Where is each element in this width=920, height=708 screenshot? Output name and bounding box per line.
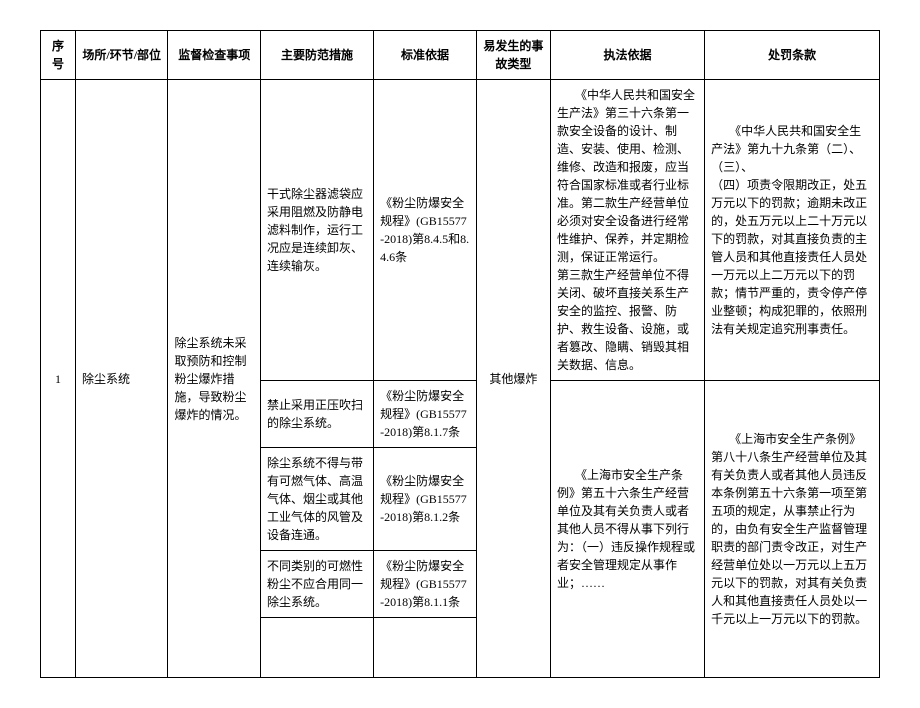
header-row: 序号 场所/环节/部位 监督检查事项 主要防范措施 标准依据 易发生的事故类型 …: [41, 31, 880, 80]
cell-std-2: 《粉尘防爆安全规程》(GB15577-2018)第8.1.7条: [374, 381, 477, 448]
cell-measure-3: 除尘系统不得与带有可燃气体、高温气体、烟尘或其他工业气体的风管及设备连通。: [261, 448, 374, 551]
cell-empty-std: [374, 618, 477, 678]
col-acc: 易发生的事故类型: [476, 31, 550, 80]
cell-std-3: 《粉尘防爆安全规程》(GB15577-2018)第8.1.2条: [374, 448, 477, 551]
col-pun: 处罚条款: [705, 31, 880, 80]
table-row: 1 除尘系统 除尘系统未采取预防和控制粉尘爆炸措施，导致粉尘爆炸的情况。 干式除…: [41, 80, 880, 381]
col-law: 执法依据: [550, 31, 704, 80]
col-std: 标准依据: [374, 31, 477, 80]
cell-pun-2: 《上海市安全生产条例》第八十八条生产经营单位及其有关负责人或者其他人员违反本条例…: [705, 381, 880, 678]
cell-law-1: 《中华人民共和国安全生产法》第三十六条第一款安全设备的设计、制造、安装、使用、检…: [550, 80, 704, 381]
cell-std-4: 《粉尘防爆安全规程》(GB15577-2018)第8.1.1条: [374, 551, 477, 618]
cell-empty-measure: [261, 618, 374, 678]
cell-measure-4: 不同类别的可燃性粉尘不应合用同一除尘系统。: [261, 551, 374, 618]
cell-place: 除尘系统: [75, 80, 168, 678]
cell-acc: 其他爆炸: [476, 80, 550, 678]
col-seq: 序号: [41, 31, 76, 80]
col-place: 场所/环节/部位: [75, 31, 168, 80]
cell-measure-1: 干式除尘器滤袋应采用阻燃及防静电滤料制作，运行工况应是连续卸灰、连续输灰。: [261, 80, 374, 381]
cell-measure-2: 禁止采用正压吹扫的除尘系统。: [261, 381, 374, 448]
cell-item: 除尘系统未采取预防和控制粉尘爆炸措施，导致粉尘爆炸的情况。: [168, 80, 261, 678]
cell-law-2: 《上海市安全生产条例》第五十六条生产经营单位及其有关负责人或者其他人员不得从事下…: [550, 381, 704, 678]
cell-pun-1: 《中华人民共和国安全生产法》第九十九条第（二）、（三）、 （四）项责令限期改正，…: [705, 80, 880, 381]
cell-seq: 1: [41, 80, 76, 678]
regulation-table: 序号 场所/环节/部位 监督检查事项 主要防范措施 标准依据 易发生的事故类型 …: [40, 30, 880, 678]
col-measure: 主要防范措施: [261, 31, 374, 80]
cell-std-1: 《粉尘防爆安全规程》(GB15577-2018)第8.4.5和8.4.6条: [374, 80, 477, 381]
col-item: 监督检查事项: [168, 31, 261, 80]
